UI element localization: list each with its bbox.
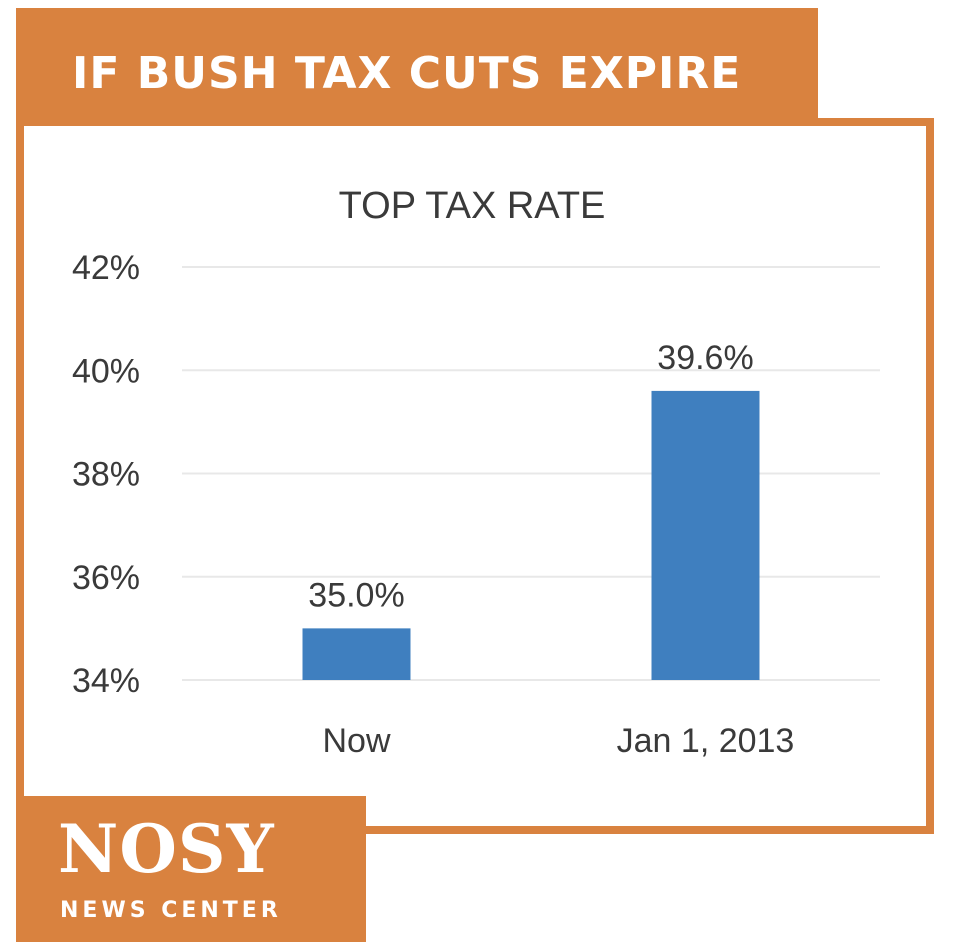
gridlines — [182, 266, 880, 681]
y-tick-label: 34% — [72, 662, 140, 700]
logo-box — [16, 796, 366, 942]
y-tick-label: 38% — [72, 456, 140, 494]
chart-title: TOP TAX RATE — [339, 185, 606, 227]
title-banner — [16, 8, 818, 126]
logo-wordmark: NOSY — [58, 810, 275, 888]
y-tick-label: 36% — [72, 559, 140, 597]
page-title: IF BUSH TAX CUTS EXPIRE — [72, 48, 742, 99]
y-tick-label: 42% — [72, 249, 140, 287]
bar-value-label: 39.6% — [657, 339, 753, 377]
bar-value-label: 35.0% — [308, 576, 404, 614]
bar — [302, 628, 411, 680]
chart-card — [16, 118, 934, 834]
bar — [651, 390, 760, 680]
x-category-label: Now — [322, 722, 390, 760]
bars — [302, 390, 760, 680]
x-axis: Now Jan 1, 2013 — [322, 722, 794, 760]
y-axis: 34% 36% 38% 40% 42% — [72, 249, 140, 700]
logo-subtitle: NEWS CENTER — [60, 898, 282, 923]
x-category-label: Jan 1, 2013 — [617, 722, 795, 760]
y-tick-label: 40% — [72, 352, 140, 390]
data-labels: 35.0% 39.6% — [308, 339, 753, 614]
